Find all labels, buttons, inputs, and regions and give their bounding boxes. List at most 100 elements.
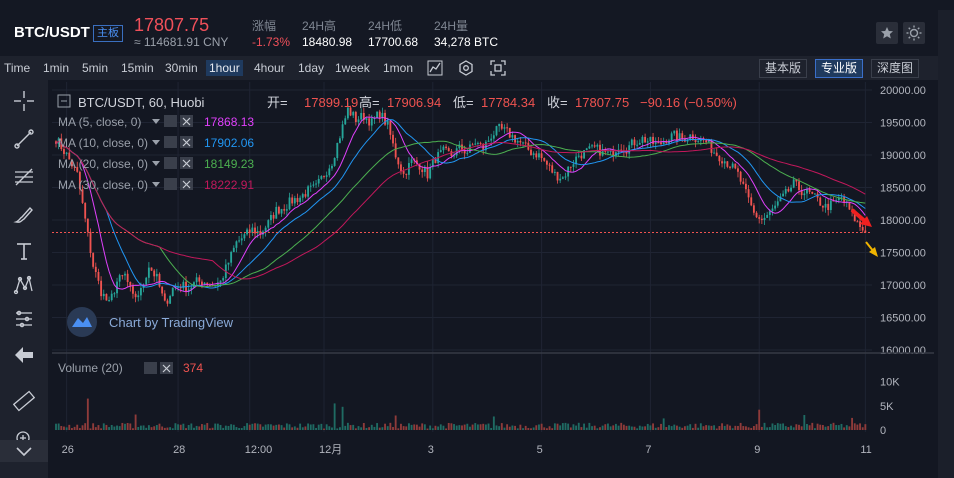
mode-basic[interactable]: 基本版	[759, 59, 808, 78]
indicator-row[interactable]: MA (10, close, 0) 17902.06	[58, 136, 254, 150]
candle-body	[853, 210, 856, 222]
fullscreen-icon[interactable]	[489, 59, 507, 77]
indicator-row[interactable]: MA (20, close, 0) 18149.23	[58, 157, 254, 171]
candle-body	[97, 272, 100, 281]
timeframe-1week[interactable]: 1week	[335, 61, 370, 75]
timeframe-1min[interactable]: 1min	[43, 61, 70, 75]
candle-body	[118, 275, 121, 282]
candle-body	[848, 202, 851, 210]
indicator-row[interactable]: MA (5, close, 0) 17868.13	[58, 115, 254, 129]
timeframe-1day[interactable]: 1day	[298, 61, 325, 75]
volume-bar	[848, 426, 851, 430]
volume-bar	[466, 423, 469, 430]
right-scrollbar[interactable]	[938, 10, 954, 478]
volume-bar	[301, 427, 304, 430]
candle-body	[352, 112, 355, 116]
volume-bar	[158, 423, 161, 430]
timeframe-1mon[interactable]: 1mon	[383, 61, 414, 75]
candle-body	[739, 171, 742, 182]
volume-tick-label: 10K	[880, 377, 900, 389]
volume-bar	[524, 425, 527, 430]
timeframe-time[interactable]: Time	[4, 61, 31, 75]
timeframe-1hour[interactable]: 1hour	[206, 60, 243, 76]
theme-sun-icon[interactable]	[903, 22, 925, 44]
candle-body	[317, 178, 320, 184]
timeframe-4hour[interactable]: 4hour	[254, 61, 285, 75]
candle-body	[500, 123, 503, 129]
trendline-icon[interactable]	[10, 126, 38, 152]
timeframe-15min[interactable]: 15min	[121, 61, 154, 75]
back-arrow-icon[interactable]	[10, 342, 38, 368]
chart-canvas[interactable]: 17807.75 16000.00 16500.00 17000.00 17500.0…	[52, 82, 934, 460]
candle-body	[240, 238, 243, 241]
volume-bar	[599, 427, 601, 430]
indicator-row[interactable]: MA (30, close, 0) 18222.91	[58, 178, 254, 192]
volume-bar	[246, 423, 248, 430]
timeframe-5min[interactable]: 5min	[82, 61, 109, 75]
settings-gear-icon[interactable]	[457, 59, 475, 77]
candle-body	[354, 112, 357, 123]
trading-chart[interactable]: 17807.75 16000.00 16500.00 17000.00 17500.0…	[52, 82, 934, 460]
indicator-settings-icon[interactable]	[164, 178, 177, 190]
chart-type-icon[interactable]	[426, 59, 444, 77]
volume-bar	[418, 426, 421, 430]
volume-bar	[174, 423, 177, 430]
legend-low-label: 低=	[453, 95, 474, 110]
price-tick-label: 16500.00	[880, 313, 926, 325]
candle-body	[410, 159, 413, 164]
candle-body	[806, 188, 808, 194]
volume-bar	[63, 426, 65, 430]
timeframe-30min[interactable]: 30min	[165, 61, 198, 75]
volume-bar	[392, 426, 394, 430]
volume-bar	[150, 427, 153, 430]
candle-body	[556, 171, 559, 181]
legend-collapse-icon[interactable]	[57, 94, 71, 108]
candle-body	[750, 197, 753, 206]
volume-value: 34,278 BTC	[434, 35, 499, 49]
volume-bar	[784, 426, 787, 430]
volume-bar	[469, 426, 471, 430]
candle-body	[535, 153, 538, 158]
indicator-settings-icon[interactable]	[164, 136, 177, 148]
prediction-tool-icon[interactable]	[10, 306, 38, 332]
volume-bar	[580, 427, 583, 430]
volume-bar	[421, 423, 424, 430]
brush-icon[interactable]	[10, 202, 38, 228]
volume-bar	[737, 425, 739, 430]
candle-body	[705, 140, 708, 143]
crosshair-icon[interactable]	[10, 88, 38, 114]
volume-bar	[434, 425, 437, 430]
volume-bar	[763, 422, 766, 430]
text-tool-icon[interactable]	[10, 238, 38, 264]
volume-bar	[506, 424, 509, 430]
volume-bar	[169, 427, 172, 430]
volume-settings-icon[interactable]	[144, 362, 157, 374]
candle-body	[516, 140, 519, 143]
indicator-settings-icon[interactable]	[164, 157, 177, 169]
candle-body	[779, 196, 782, 202]
favorite-star-icon[interactable]	[876, 22, 898, 44]
mode-depth[interactable]: 深度图	[871, 59, 920, 78]
volume-bar	[384, 423, 386, 430]
pair-name[interactable]: BTC/USDT	[14, 24, 90, 41]
volume-bar	[450, 423, 453, 430]
indicator-settings-icon[interactable]	[164, 115, 177, 127]
candle-body	[392, 134, 394, 144]
volume-bar	[583, 423, 585, 430]
collapse-chevron-icon[interactable]	[0, 440, 48, 462]
tradingview-watermark[interactable]: Chart by TradingView	[67, 307, 234, 337]
volume-bar	[410, 424, 413, 430]
candle-body	[277, 206, 280, 214]
ruler-icon[interactable]	[10, 388, 38, 414]
volume-bar	[723, 425, 726, 430]
indicator-value: 17902.06	[204, 136, 254, 150]
candle-body	[291, 197, 294, 204]
volume-bar	[147, 425, 150, 430]
candle-body	[540, 153, 543, 159]
candle-body	[638, 142, 641, 145]
fib-tool-icon[interactable]	[10, 164, 38, 190]
candle-body	[145, 277, 148, 285]
mode-pro[interactable]: 专业版	[815, 59, 864, 78]
pattern-tool-icon[interactable]	[10, 272, 38, 298]
volume-bar	[275, 424, 278, 430]
